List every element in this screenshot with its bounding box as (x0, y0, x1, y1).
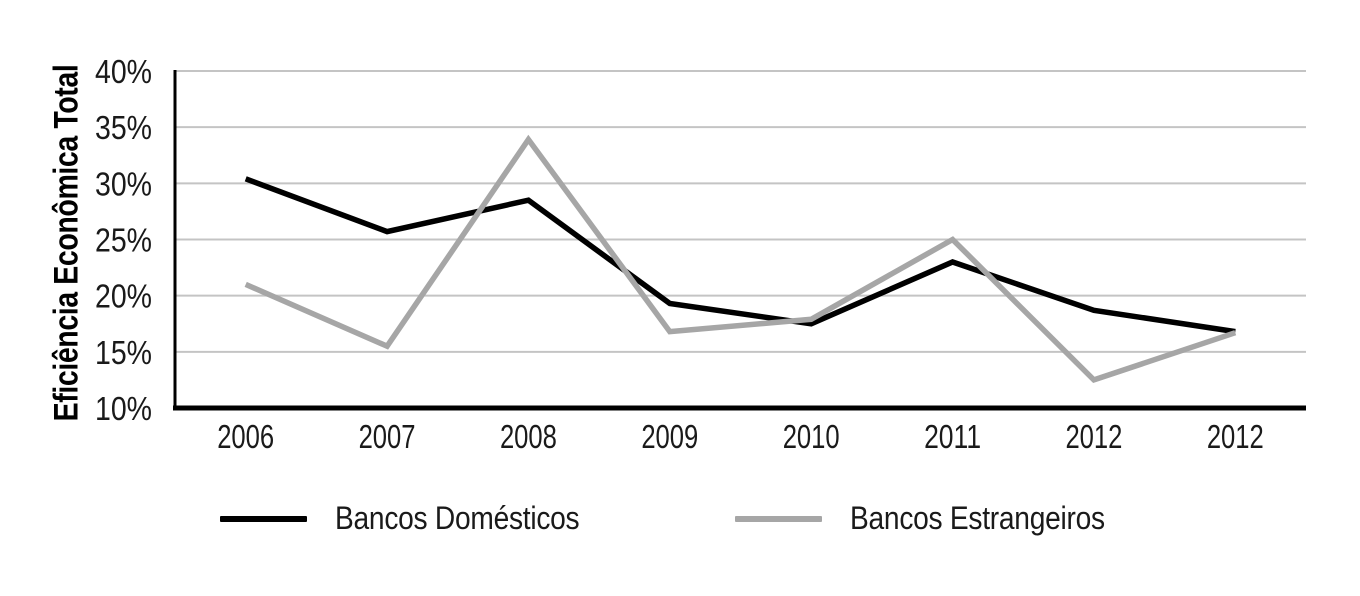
legend: Bancos Domésticos Bancos Estrangeiros (0, 500, 1360, 537)
legend-item-bancos-estrangeiros: Bancos Estrangeiros (735, 500, 1140, 537)
x-tick-label: 2012 (1065, 418, 1122, 455)
series-line-bancos-domésticos (244, 176, 1236, 335)
legend-label: Bancos Domésticos (335, 500, 580, 536)
x-tick-label: 2007 (359, 418, 416, 455)
x-tick-label: 2011 (924, 418, 981, 455)
legend-item-bancos-domesticos: Bancos Domésticos (220, 500, 613, 537)
x-tick-label: 2006 (217, 418, 274, 455)
series-line-bancos-estrangeiros (244, 134, 1237, 384)
y-tick-label: 30% (95, 165, 152, 202)
x-tick-label: 2008 (500, 418, 557, 455)
y-tick-label: 35% (95, 109, 152, 146)
x-tick-label: 2009 (641, 418, 698, 455)
legend-line-swatch-gray (735, 515, 823, 522)
y-tick-label: 40% (95, 53, 152, 90)
y-tick-label: 10% (95, 390, 152, 427)
x-tick-label: 2012 (1207, 418, 1264, 455)
legend-line-swatch-black (220, 515, 308, 522)
y-tick-label: 20% (95, 278, 152, 315)
legend-label: Bancos Estrangeiros (850, 500, 1105, 536)
y-tick-label: 15% (95, 334, 152, 371)
y-tick-label: 25% (95, 222, 152, 259)
x-tick-label: 2010 (783, 418, 840, 455)
